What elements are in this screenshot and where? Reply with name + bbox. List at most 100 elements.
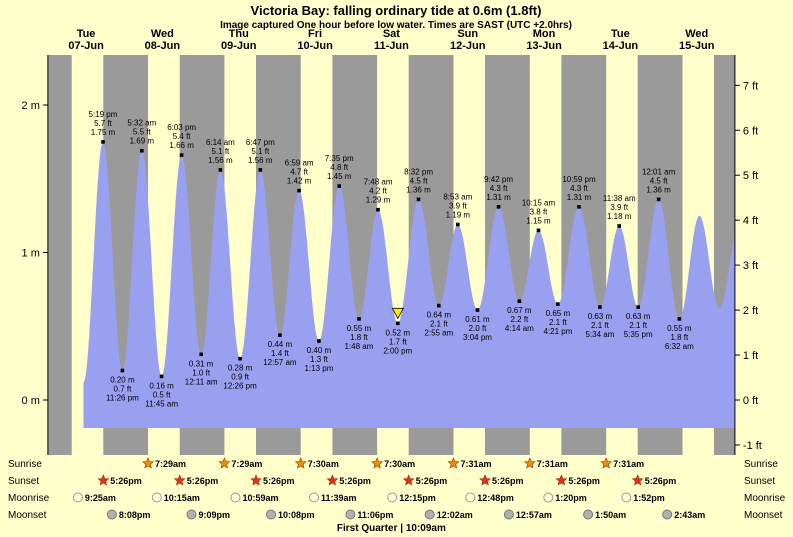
day-label-name: Tue [77, 28, 96, 40]
moonset-time: 10:08pm [278, 510, 315, 520]
high-tide-annotation: 4.3 ft [490, 184, 509, 193]
left-axis-label: 2 m [22, 100, 40, 112]
right-axis-label: 7 ft [743, 80, 758, 92]
low-tide-annotation: 6:32 am [665, 342, 694, 351]
high-tide-annotation: 4.5 ft [410, 176, 429, 185]
high-tide-annotation: 5.4 ft [173, 132, 192, 141]
low-tide-annotation: 0.64 m [427, 311, 452, 320]
sunset-icon [402, 474, 415, 486]
moonset-icon [662, 509, 673, 520]
high-tide-dot [656, 197, 661, 202]
day-label-name: Sun [457, 28, 478, 40]
low-tide-annotation: 2.2 ft [510, 315, 529, 324]
high-tide-dot [337, 184, 341, 188]
moonset-time: 2:43am [674, 510, 705, 520]
day-label-name: Wed [151, 28, 174, 40]
high-tide-dot [617, 224, 621, 228]
sunset-icon [97, 474, 110, 486]
day-label-name: Wed [685, 28, 708, 40]
low-tide-annotation: 0.20 m [110, 376, 135, 385]
high-tide-dot [140, 148, 144, 153]
low-tide-annotation: 2.1 ft [549, 318, 568, 327]
high-tide-dot [218, 168, 223, 172]
low-tide-annotation: 2.1 ft [430, 320, 449, 329]
sunset-time: 5:26pm [416, 476, 448, 486]
moonrise-icon [309, 492, 319, 503]
right-axis-label: 0 ft [743, 395, 758, 407]
chart-canvas: 2 m 1 m 0 m 7 ft 6 ft 5 ft 4 ft 3 ft 2 ft 1 ft 0 f… [8, 28, 786, 534]
high-tide-annotation: 5:19 pm [89, 110, 118, 119]
low-tide-annotation: 5:34 am [585, 330, 614, 339]
high-tide-dot [297, 188, 301, 193]
moonrise-icon [621, 492, 632, 503]
moonrise-time: 10:59am [243, 493, 279, 503]
low-tide-annotation: 4:14 am [505, 324, 534, 333]
low-tide-annotation: 1:13 pm [304, 364, 333, 373]
low-tide-annotation: 11:26 pm [106, 394, 139, 403]
low-tide-dot [159, 374, 164, 379]
low-tide-annotation: 12:26 pm [223, 382, 257, 391]
low-tide-annotation: 0.7 ft [114, 385, 133, 394]
current-time-marker [391, 307, 404, 320]
sunset-row-label-left: Sunset [8, 476, 39, 487]
moonrise-time: 10:15am [164, 493, 200, 503]
moonset-icon [424, 509, 435, 520]
low-tide-annotation: 0.63 m [588, 312, 613, 321]
moonrise-icon [465, 492, 476, 503]
high-tide-dot [416, 197, 421, 202]
low-tide-annotation: 2.1 ft [629, 321, 648, 330]
low-tide-annotation: 0.31 m [189, 359, 214, 368]
left-axis-label: 1 m [22, 248, 40, 260]
moonrise-icon [151, 492, 162, 503]
sunrise-time: 7:30am [384, 459, 415, 469]
high-tide-annotation: 6:59 am [285, 159, 314, 168]
low-tide-annotation: 1.8 ft [350, 333, 369, 342]
day-label-date: 15-Jun [679, 40, 715, 52]
sunset-time: 5:26pm [568, 476, 600, 486]
day-label-date: 10-Jun [297, 40, 333, 52]
moonrise-icon [72, 492, 83, 503]
high-tide-annotation: 11:38 am [603, 194, 636, 203]
high-tide-annotation: 6:03 pm [167, 123, 196, 132]
high-tide-dot [496, 205, 501, 209]
high-tide-annotation: 5.7 ft [94, 119, 113, 128]
low-tide-annotation: 1.8 ft [670, 333, 689, 342]
sunset-time: 5:26pm [110, 476, 142, 486]
sunset-time: 5:26pm [492, 476, 524, 486]
sunrise-row-label-right: Sunrise [744, 459, 778, 470]
left-axis-label: 0 m [22, 395, 40, 407]
moonrise-icon [543, 492, 554, 503]
sunset-time: 5:26pm [263, 476, 295, 486]
high-tide-dot [536, 228, 541, 233]
day-label-name: Thu [229, 28, 249, 40]
low-tide-dot [120, 368, 125, 373]
high-tide-annotation: 1.56 m [208, 156, 233, 165]
high-tide-annotation: 9:42 pm [484, 175, 513, 184]
high-tide-dot [577, 205, 581, 209]
day-label-date: 09-Jun [221, 40, 257, 52]
day-label-date: 13-Jun [526, 40, 562, 52]
low-tide-annotation: 1.4 ft [271, 349, 290, 358]
high-tide-annotation: 4.7 ft [290, 168, 309, 177]
moonrise-time: 12:15pm [399, 493, 436, 503]
day-label-date: 07-Jun [68, 40, 104, 52]
low-tide-dot [517, 299, 522, 303]
high-tide-annotation: 6:14 am [206, 138, 235, 147]
day-label-date: 11-Jun [374, 40, 409, 52]
sunrise-time: 7:30am [308, 459, 339, 469]
low-tide-dot [199, 352, 203, 357]
moonset-time: 1:50am [595, 510, 626, 520]
high-tide-annotation: 4.2 ft [369, 187, 388, 196]
day-label-date: 08-Jun [145, 40, 181, 52]
moonrise-time: 9:25am [85, 493, 116, 503]
sunset-icon [555, 474, 568, 486]
sunset-icon [173, 474, 186, 486]
day-label-name: Fri [308, 28, 322, 40]
sunrise-icon [523, 457, 536, 469]
sunset-icon [250, 474, 262, 486]
low-tide-annotation: 1:48 am [345, 342, 374, 351]
high-tide-annotation: 3.8 ft [530, 207, 549, 216]
low-tide-annotation: 1.0 ft [192, 368, 211, 377]
sunrise-icon [294, 457, 307, 469]
